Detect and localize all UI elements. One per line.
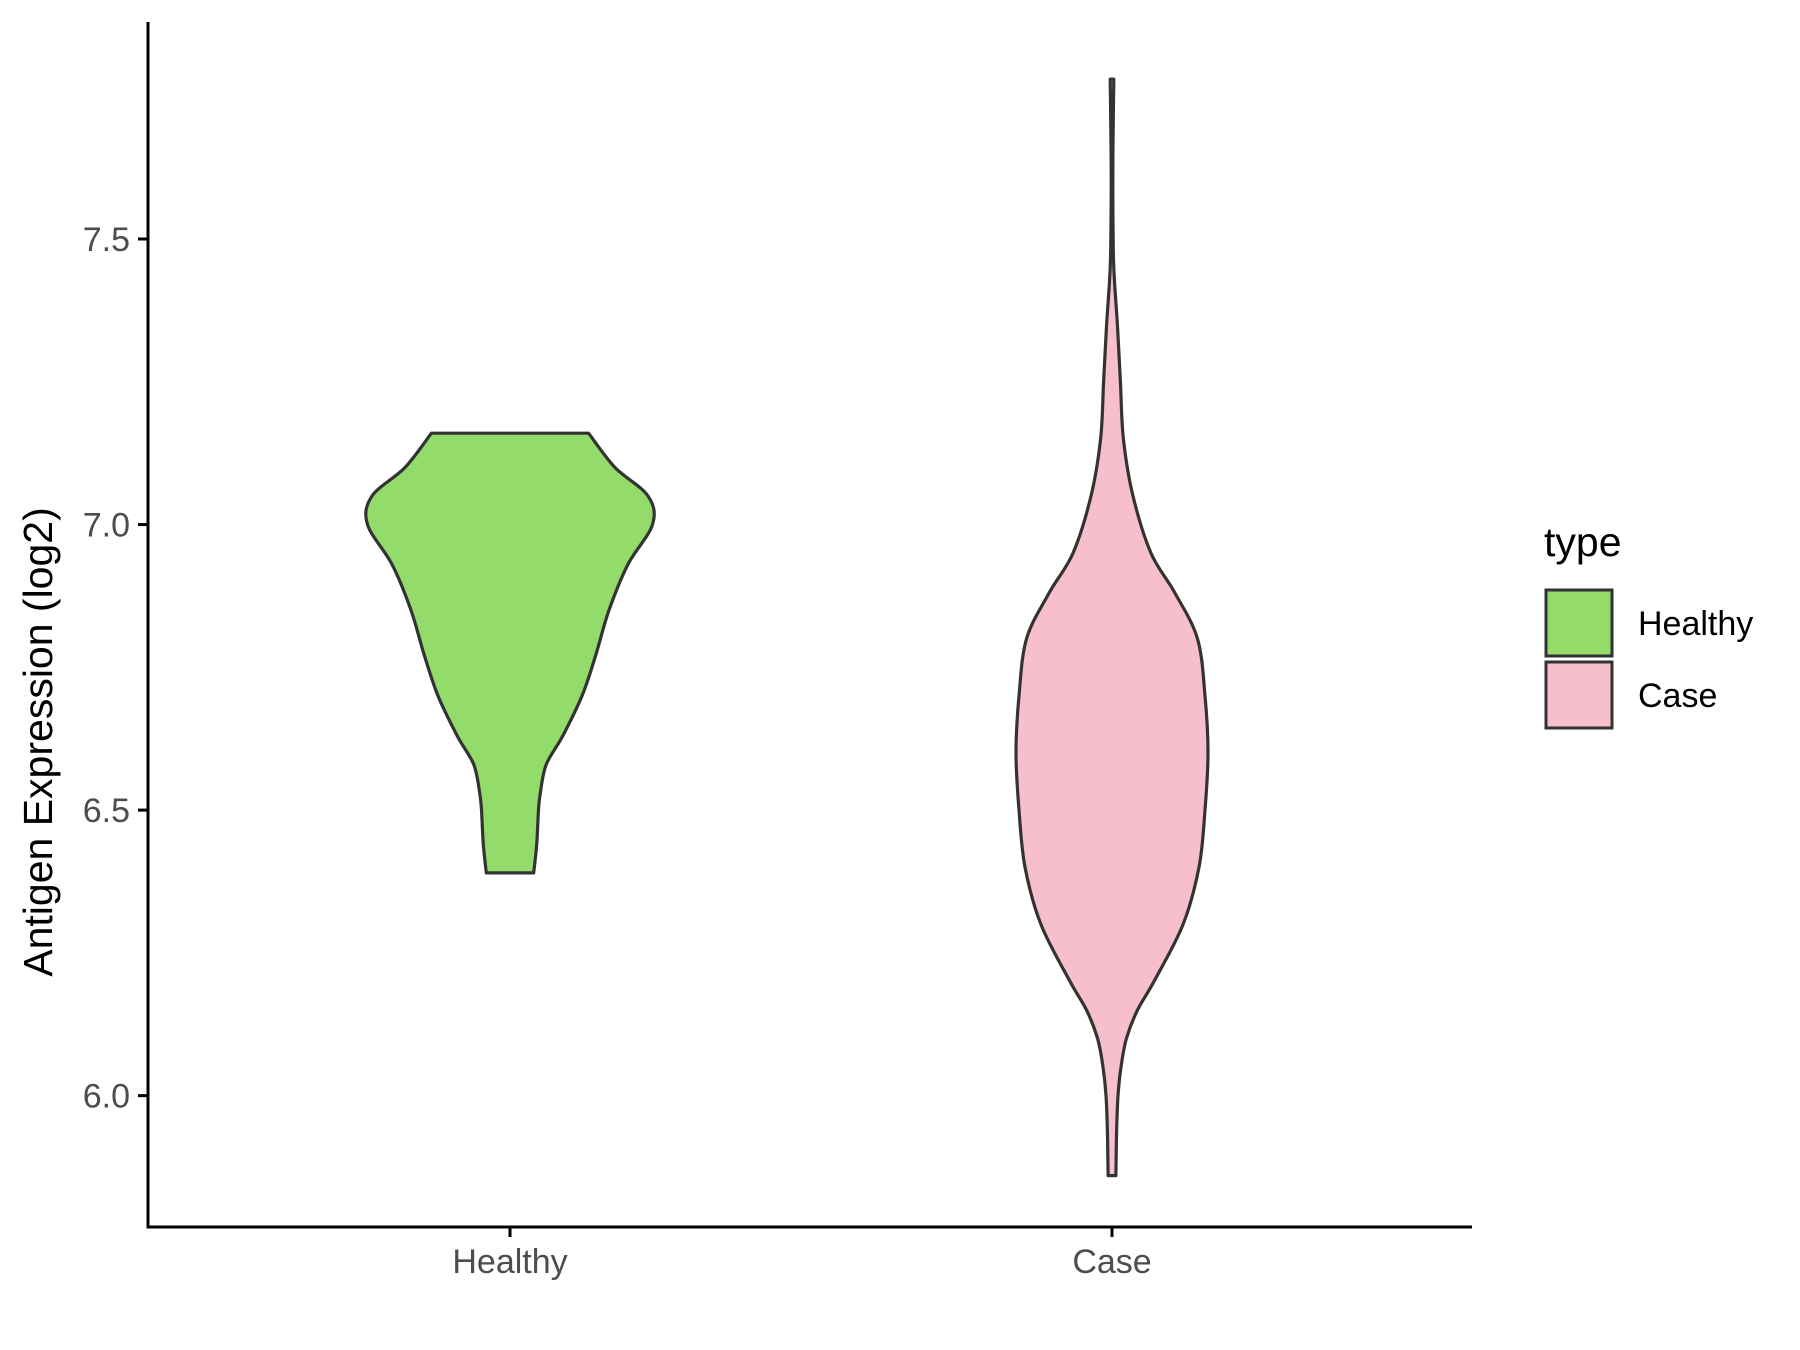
x-tick-label: Case: [1072, 1243, 1151, 1281]
violin-case: [1014, 77, 1210, 1178]
legend-label-case: Case: [1638, 677, 1717, 715]
violin-layer: [364, 77, 1210, 1178]
y-tick-label: 7.0: [83, 507, 130, 545]
legend: type Healthy Case: [1544, 519, 1753, 730]
y-tick-label: 7.5: [83, 221, 130, 259]
legend-label-healthy: Healthy: [1638, 605, 1753, 643]
ticks: 6.0 6.5 7.0 7.5 Healthy Case: [83, 221, 1152, 1281]
x-tick-label: Healthy: [452, 1243, 567, 1281]
y-axis-title: Antigen Expression (log2): [15, 507, 61, 976]
legend-title: type: [1544, 519, 1622, 565]
y-tick-label: 6.5: [83, 792, 130, 830]
legend-items: Healthy Case: [1544, 588, 1753, 730]
legend-key-case: [1544, 660, 1614, 730]
legend-key-healthy: [1544, 588, 1614, 658]
axes: [146, 22, 1472, 1229]
y-tick-label: 6.0: [83, 1078, 130, 1116]
violin-healthy: [364, 431, 656, 875]
